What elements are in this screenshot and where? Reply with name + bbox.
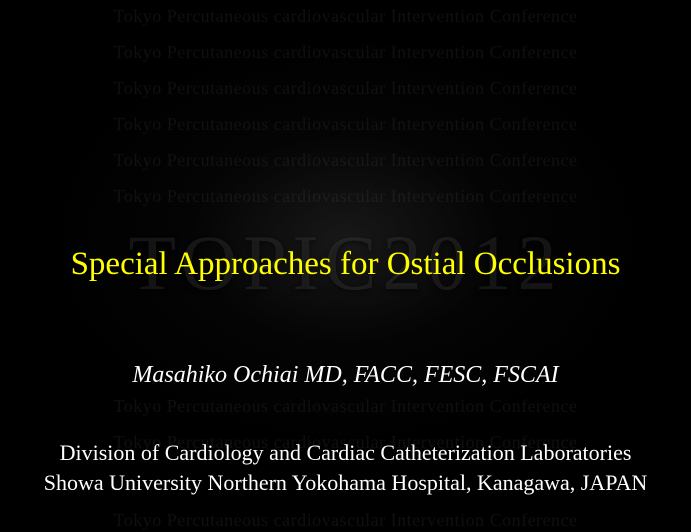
- slide-author: Masahiko Ochiai MD, FACC, FESC, FSCAI: [0, 362, 691, 389]
- affiliation-line-1: Division of Cardiology and Cardiac Cathe…: [0, 440, 691, 466]
- watermark-line: Tokyo Percutaneous cardiovascular Interv…: [0, 186, 691, 207]
- watermark-line: Tokyo Percutaneous cardiovascular Interv…: [0, 114, 691, 135]
- affiliation-line-2: Showa University Northern Yokohama Hospi…: [0, 470, 691, 496]
- watermark-line: Tokyo Percutaneous cardiovascular Interv…: [0, 6, 691, 27]
- slide: Tokyo Percutaneous cardiovascular Interv…: [0, 0, 691, 532]
- watermark-line: Tokyo Percutaneous cardiovascular Interv…: [0, 396, 691, 417]
- watermark-line: Tokyo Percutaneous cardiovascular Interv…: [0, 78, 691, 99]
- watermark-line: Tokyo Percutaneous cardiovascular Interv…: [0, 42, 691, 63]
- watermark-line: Tokyo Percutaneous cardiovascular Interv…: [0, 510, 691, 531]
- slide-title: Special Approaches for Ostial Occlusions: [0, 246, 691, 283]
- watermark-line: Tokyo Percutaneous cardiovascular Interv…: [0, 150, 691, 171]
